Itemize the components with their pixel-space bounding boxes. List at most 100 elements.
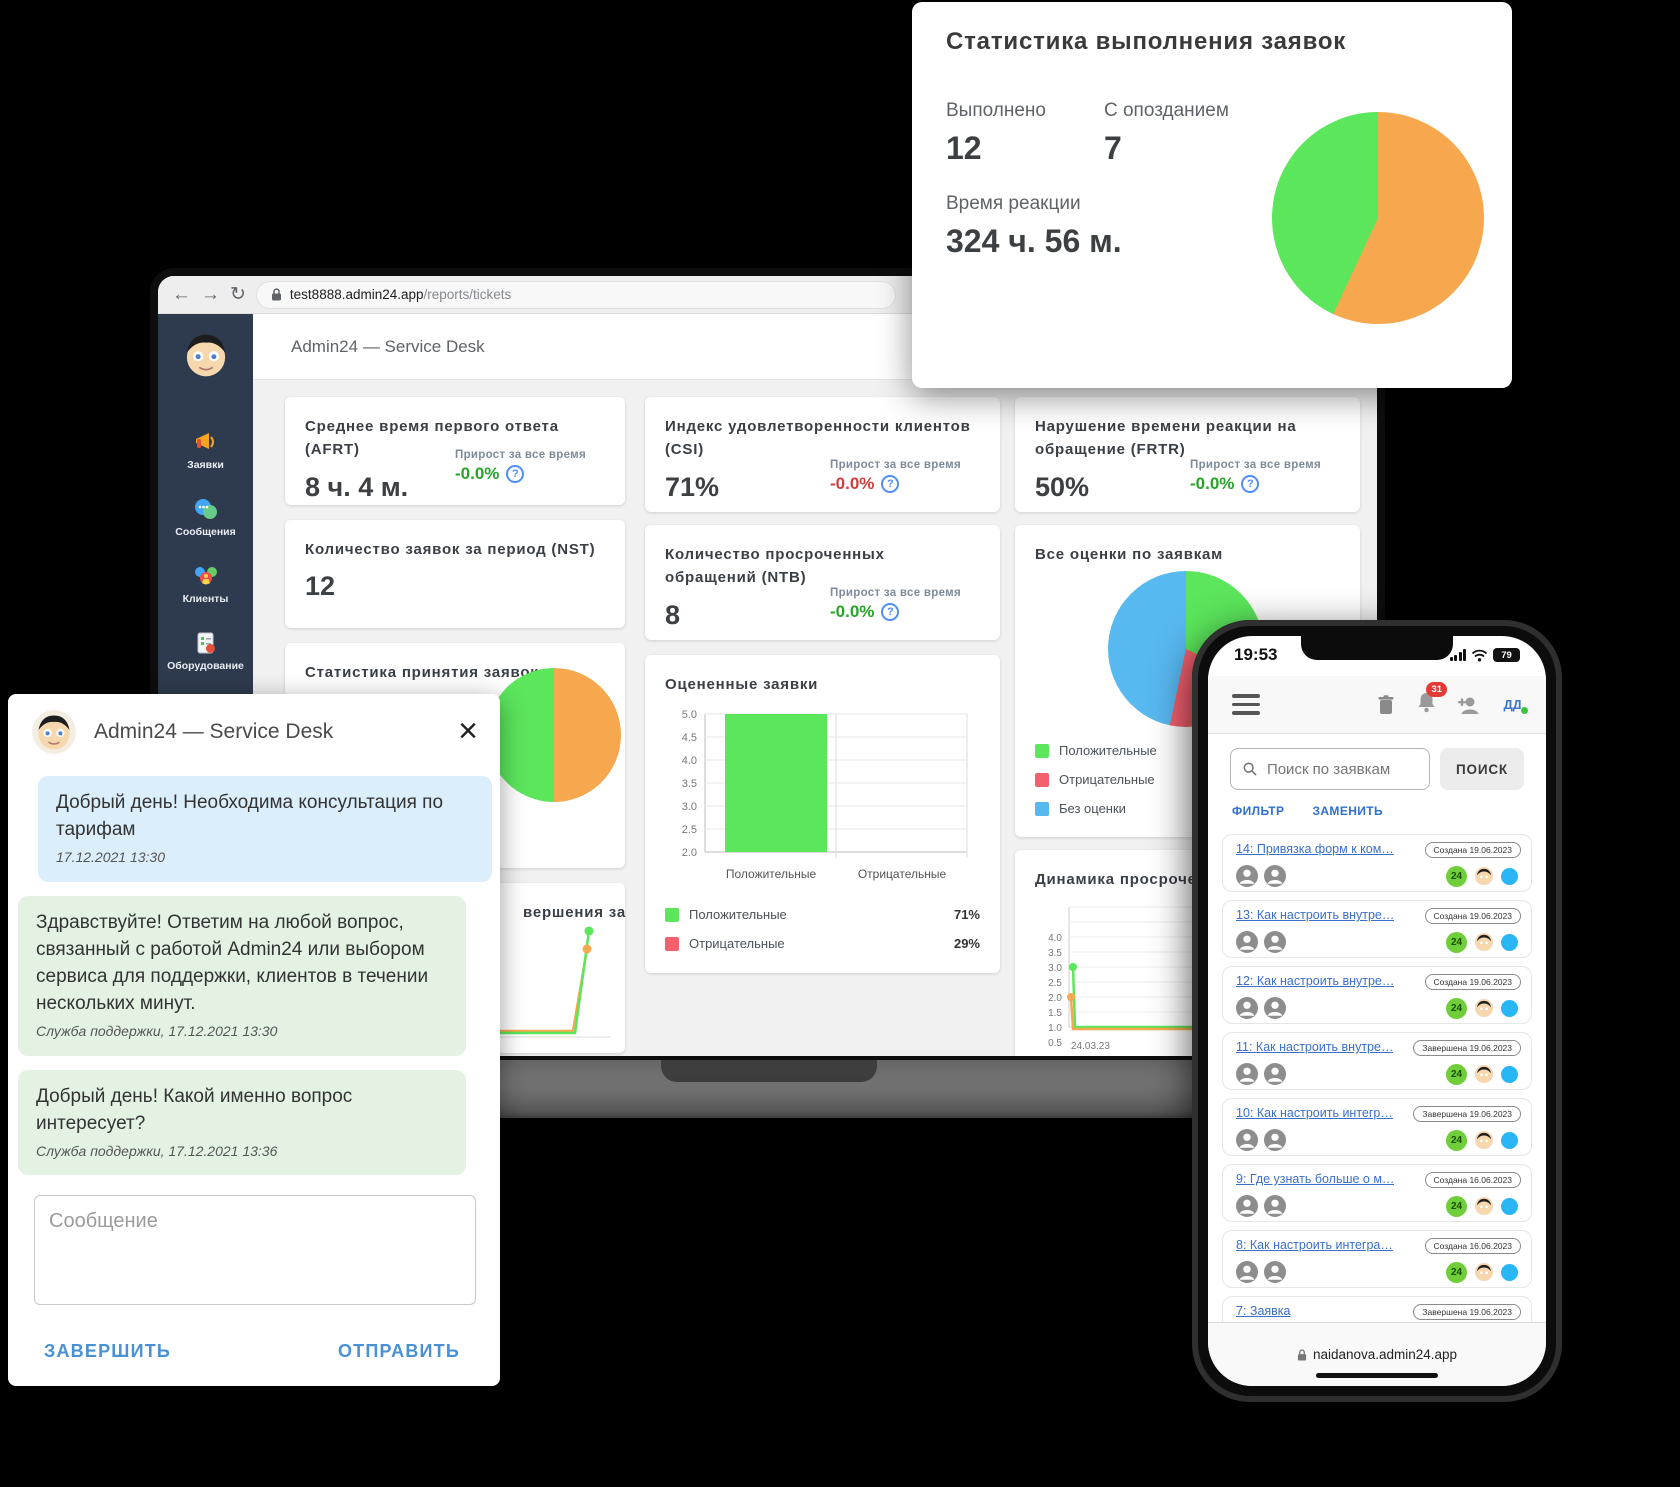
assignee-icon: [1264, 997, 1286, 1019]
ntb-value: 8: [665, 599, 681, 630]
assignee-icon: [1264, 1195, 1286, 1217]
growth-label: Прирост за все время: [830, 459, 961, 471]
phone-url-bar[interactable]: naidanova.admin24.app: [1208, 1322, 1546, 1386]
search-button[interactable]: ПОИСК: [1440, 748, 1524, 790]
count-badge: 24: [1446, 997, 1467, 1019]
ticket-row[interactable]: 11: Как настроить внутре… Завершена 19.0…: [1222, 1032, 1532, 1090]
message-timestamp: 17.12.2021 13:30: [56, 848, 165, 865]
ticket-row[interactable]: 13: Как настроить внутре… Создана 19.06.…: [1222, 900, 1532, 958]
rated-bar-chart: 5.0 4.5 4.0 3.5 3.0 2.5 2.0 Положительны…: [682, 709, 968, 881]
nst-value: 12: [305, 571, 336, 602]
count-badge: 24: [1446, 865, 1467, 887]
status-badge: Завершена 19.06.2023: [1413, 1106, 1521, 1122]
finish-button[interactable]: ЗАВЕРШИТЬ: [44, 1341, 172, 1361]
ticket-row[interactable]: 10: Как настроить интегр… Завершена 19.0…: [1222, 1098, 1532, 1156]
close-icon[interactable]: ×: [458, 712, 478, 751]
phone-screen: 19:53 79 31 ДД: [1208, 636, 1546, 1386]
channel-dot: [1501, 999, 1518, 1017]
sidebar-item-equipment[interactable]: Оборудование: [158, 617, 253, 684]
search-input-wrap[interactable]: [1230, 748, 1430, 790]
assignee-icon: [1264, 1261, 1286, 1283]
sidebar-item-label: Оборудование: [167, 659, 244, 672]
megaphone-icon: [195, 432, 214, 449]
address-bar[interactable]: test8888.admin24.app/reports/tickets: [255, 280, 896, 309]
forward-icon[interactable]: →: [201, 284, 220, 305]
sidebar-item-label: Сообщения: [175, 525, 236, 538]
send-button[interactable]: ОТПРАВИТЬ: [337, 1341, 460, 1361]
phone-toolbar: 31 ДД: [1208, 676, 1546, 734]
laptop-base-notch: [661, 1056, 877, 1082]
assignee-icon: [1236, 997, 1258, 1019]
card-title: Нарушение времени реакции на обращение (…: [1035, 418, 1297, 459]
add-user-icon[interactable]: [1457, 694, 1483, 716]
url-domain: test8888.admin24.app: [289, 286, 424, 302]
chat-message-client: Добрый день! Необходима консультация по …: [38, 776, 492, 882]
phone-status-bar: 19:53 79: [1208, 642, 1546, 668]
url-path: /reports/tickets: [423, 286, 512, 302]
assignee-icon: [1264, 1063, 1286, 1085]
help-icon[interactable]: ?: [881, 475, 900, 493]
assignee-icon: [1236, 1195, 1258, 1217]
message-input[interactable]: [34, 1195, 476, 1306]
filter-link[interactable]: ФИЛЬТР: [1232, 804, 1285, 818]
card-nst: Количество заявок за период (NST) 12: [285, 520, 625, 628]
user-face-icon: [1475, 1263, 1493, 1281]
search-input[interactable]: [1264, 759, 1417, 779]
svg-text:Отрицательные: Отрицательные: [858, 867, 947, 881]
assignee-icon: [1264, 1129, 1286, 1151]
help-icon[interactable]: ?: [1241, 475, 1260, 493]
status-badge: Завершена 19.06.2023: [1413, 1304, 1521, 1320]
online-dot: [1520, 706, 1529, 715]
done-label: Выполнено: [946, 100, 1046, 121]
growth-value: -0.0%: [830, 602, 875, 621]
sidebar-item-clients[interactable]: Клиенты: [158, 550, 253, 617]
card-ntb: Количество просроченных обращений (NTB) …: [645, 525, 1000, 640]
menu-icon[interactable]: [1232, 694, 1260, 715]
help-icon[interactable]: ?: [506, 465, 525, 483]
trash-icon[interactable]: [1376, 694, 1396, 716]
legend-item: Положительные: [1035, 743, 1340, 758]
count-badge: 24: [1446, 1063, 1467, 1085]
card-title: Статистика принятия заявок: [305, 664, 539, 681]
back-icon[interactable]: ←: [172, 284, 191, 305]
assignee-icon: [1236, 1261, 1258, 1283]
svg-text:Положительные: Положительные: [726, 867, 817, 881]
channel-dot: [1501, 933, 1518, 951]
sidebar-avatar[interactable]: [178, 328, 233, 382]
user-face-icon: [1475, 999, 1493, 1017]
phone-mockup: 19:53 79 31 ДД: [1192, 620, 1562, 1402]
count-badge: 24: [1446, 1129, 1467, 1151]
ticket-row[interactable]: 14: Привязка форм к ком… Создана 19.06.2…: [1222, 834, 1532, 892]
replace-link[interactable]: ЗАМЕНИТЬ: [1312, 804, 1384, 818]
signal-icon: [1449, 649, 1466, 661]
ticket-row[interactable]: 8: Как настроить интегра… Создана 16.06.…: [1222, 1230, 1532, 1288]
chat-header: Admin24 — Service Desk ×: [8, 694, 500, 762]
svg-text:0.5: 0.5: [1048, 1038, 1062, 1049]
status-badge: Завершена 19.06.2023: [1413, 1040, 1521, 1056]
home-indicator[interactable]: [1316, 1373, 1438, 1378]
card-title: Количество просроченных обращений (NTB): [665, 546, 885, 587]
chat-message-agent: Здравствуйте! Ответим на любой вопрос, с…: [18, 895, 466, 1056]
user-avatar-initials[interactable]: ДД: [1503, 697, 1529, 715]
svg-text:4.5: 4.5: [682, 732, 697, 744]
card-frtr: Нарушение времени реакции на обращение (…: [1015, 397, 1360, 512]
ticket-row[interactable]: 9: Где узнать больше о м… Создана 16.06.…: [1222, 1164, 1532, 1222]
sidebar-item-tickets[interactable]: Заявки: [158, 416, 253, 483]
svg-text:2.5: 2.5: [682, 824, 697, 836]
card-title: Количество заявок за период (NST): [305, 541, 596, 558]
card-rated: Оцененные заявки 5.0 4.5 4.0: [645, 655, 1000, 973]
browser-window: ← → ↻ test8888.admin24.app/reports/ticke…: [158, 276, 1377, 1056]
late-label: С опозданием: [1103, 100, 1229, 121]
user-face-icon: [1475, 933, 1493, 951]
message-timestamp: Служба поддержки, 17.12.2021 13:36: [36, 1142, 278, 1159]
count-badge: 24: [1446, 931, 1467, 953]
sidebar-item-messages[interactable]: Сообщения: [158, 483, 253, 550]
help-icon[interactable]: ?: [881, 603, 900, 621]
execution-stats-card: Статистика выполнения заявок Выполнено 1…: [912, 2, 1512, 388]
growth-value: -0.0%: [830, 474, 875, 493]
svg-text:2.0: 2.0: [682, 847, 697, 859]
reload-icon[interactable]: ↻: [230, 284, 246, 305]
search-row: ПОИСК: [1208, 748, 1546, 790]
ticket-row[interactable]: 12: Как настроить внутре… Создана 19.06.…: [1222, 966, 1532, 1024]
